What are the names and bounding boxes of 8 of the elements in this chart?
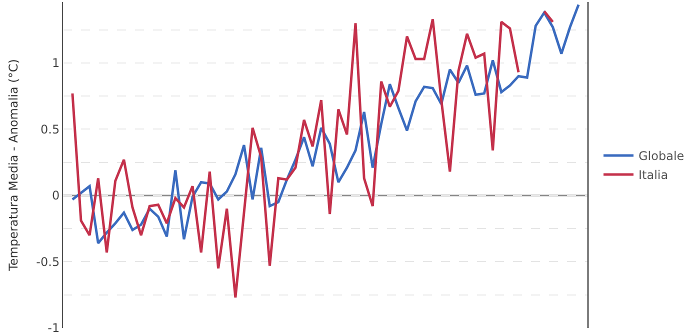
y-tick-label: -1 <box>48 321 60 336</box>
y-tick-label: -0.5 <box>36 254 60 269</box>
y-tick-label: 1 <box>52 56 60 70</box>
y-axis-title: Temperatura Media - Anomalia (°C) <box>6 59 20 272</box>
legend-label: Globale <box>638 149 684 164</box>
y-tick-label: 0.5 <box>40 122 60 136</box>
legend-label: Italia <box>638 168 668 182</box>
y-tick-label: 0 <box>52 188 60 203</box>
